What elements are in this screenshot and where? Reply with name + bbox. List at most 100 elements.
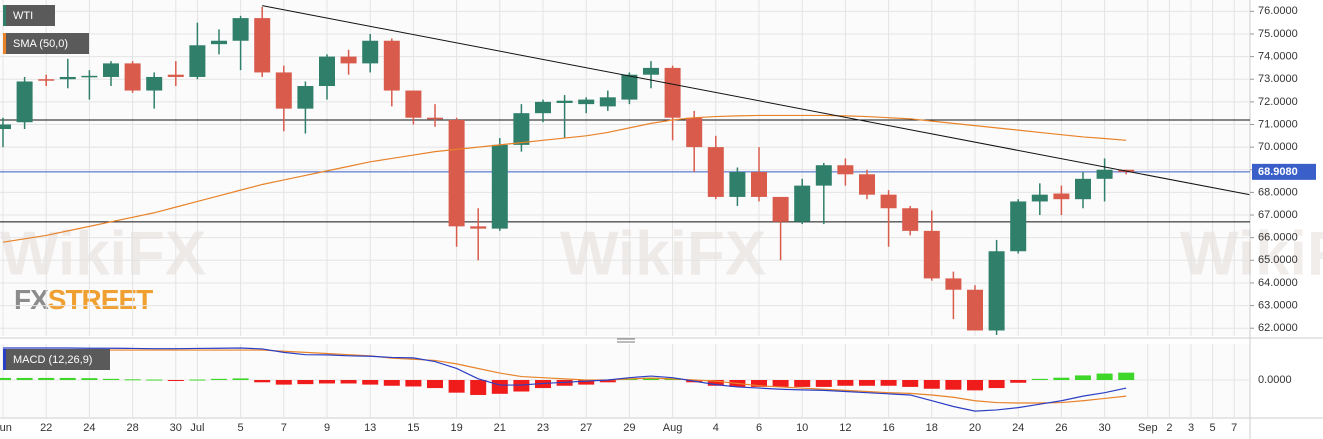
histogram-bar xyxy=(1075,375,1091,381)
histogram-bar xyxy=(1010,380,1027,383)
histogram-bar xyxy=(902,380,919,387)
watermark: WikiFX xyxy=(1180,219,1323,288)
histogram-bar xyxy=(1118,372,1135,381)
x-tick-label: 16 xyxy=(882,422,894,434)
y-tick-label: 64.0000 xyxy=(1258,277,1298,289)
histogram-bar xyxy=(643,377,659,381)
y-tick-label: 71.0000 xyxy=(1258,118,1298,130)
histogram-bar xyxy=(1096,373,1113,381)
candle-body xyxy=(815,165,832,186)
candle-body xyxy=(837,165,854,175)
x-tick-label: 24 xyxy=(1012,422,1024,434)
candle-body xyxy=(664,67,681,118)
histogram-bar xyxy=(491,380,508,394)
foreground-layer: 62.0000 63.0000 64.0000 65.0000 66.0000 67.00… xyxy=(0,5,1316,434)
y-tick-label: 63.0000 xyxy=(1258,299,1298,311)
macd-line xyxy=(3,347,1127,412)
legend-label: SMA (50,0) xyxy=(13,38,68,50)
x-tick-label: 20 xyxy=(969,422,981,434)
histogram-bar xyxy=(470,380,487,395)
candle-body xyxy=(1053,193,1070,200)
histogram-bar xyxy=(707,380,724,386)
histogram-bar xyxy=(513,380,530,392)
legend-box xyxy=(3,33,89,54)
candle-body xyxy=(923,230,940,279)
candle-body xyxy=(124,63,141,91)
y-tick-label: 75.0000 xyxy=(1258,28,1298,40)
histogram-bar xyxy=(0,377,11,381)
histogram-bar xyxy=(383,380,400,386)
candle-body xyxy=(362,40,379,64)
histogram-bar xyxy=(945,380,962,390)
y-tick-label: 67.0000 xyxy=(1258,209,1298,221)
y-tick-label: 62.0000 xyxy=(1258,322,1298,334)
histogram-bar xyxy=(59,377,76,381)
x-tick-label: 27 xyxy=(580,422,592,434)
watermark: WikiFX xyxy=(560,219,766,288)
x-tick-label: 6 xyxy=(756,422,762,434)
histogram-bar xyxy=(1031,378,1048,381)
histogram-bar xyxy=(103,378,119,381)
x-tick-label: 3 xyxy=(1188,422,1194,434)
x-tick-label: Jul xyxy=(190,422,204,434)
x-tick-label: 19 xyxy=(450,422,462,434)
candle-body xyxy=(772,196,789,222)
candle-body xyxy=(599,97,616,107)
candle-body xyxy=(383,40,400,91)
histogram-bar xyxy=(38,377,55,381)
candle-body xyxy=(1096,169,1113,179)
histogram-bar xyxy=(211,378,227,381)
candle-body xyxy=(988,251,1005,331)
legend-label: MACD (12,26,9) xyxy=(13,354,92,366)
logo-part: FX xyxy=(14,284,49,315)
candle-body xyxy=(254,18,271,73)
logo: FXSTREET xyxy=(14,284,153,315)
histogram-bar xyxy=(319,380,335,384)
candle-body xyxy=(167,74,184,77)
x-tick-label: 4 xyxy=(713,422,719,434)
histogram-bar xyxy=(794,380,811,387)
x-tick-label: 5 xyxy=(238,422,244,434)
candle-body xyxy=(643,67,659,75)
histogram-bar xyxy=(967,380,983,391)
histogram-bar xyxy=(275,380,292,385)
x-tick-label: 7 xyxy=(1231,422,1237,434)
histogram-bar xyxy=(405,380,422,387)
x-tick-label: 24 xyxy=(83,422,95,434)
y-tick-label: 73.0000 xyxy=(1258,73,1298,85)
x-tick-label: 12 xyxy=(839,422,851,434)
candle-body xyxy=(59,76,76,80)
x-tick-label: 28 xyxy=(126,422,138,434)
x-tick-label: 15 xyxy=(407,422,419,434)
x-tick-label: 30 xyxy=(170,422,182,434)
candle-body xyxy=(470,226,487,229)
histogram-bar xyxy=(1053,377,1070,381)
x-tick-label: 29 xyxy=(623,422,635,434)
candle-body xyxy=(16,81,33,123)
y-tick-label: 76.0000 xyxy=(1258,5,1298,17)
histogram-bar xyxy=(880,380,897,386)
legend-swatch xyxy=(3,33,6,54)
x-tick-label: 9 xyxy=(324,422,330,434)
trendline xyxy=(262,5,1250,196)
y-tick-label: 65.0000 xyxy=(1258,254,1298,266)
histogram-bar xyxy=(751,380,767,387)
histogram-bar xyxy=(837,380,854,386)
price-panel xyxy=(0,0,1250,336)
watermark: WikiFX xyxy=(0,219,206,288)
histogram-bar xyxy=(578,380,595,385)
histogram-bar xyxy=(988,380,1005,389)
x-tick-label: 21 xyxy=(494,422,506,434)
background-layer: WikiFXWikiFXWikiFXFXSTREET xyxy=(0,0,1323,418)
candle-body xyxy=(491,144,508,229)
logo-part: STREET xyxy=(48,284,153,315)
candle-body xyxy=(427,117,443,120)
x-tick-label: Aug xyxy=(663,422,683,434)
candle-body xyxy=(794,185,811,222)
candle-body xyxy=(340,56,357,64)
histogram-bar xyxy=(81,378,98,381)
candle-body xyxy=(211,40,227,45)
candle-body xyxy=(902,208,919,231)
candle-body xyxy=(686,117,703,148)
